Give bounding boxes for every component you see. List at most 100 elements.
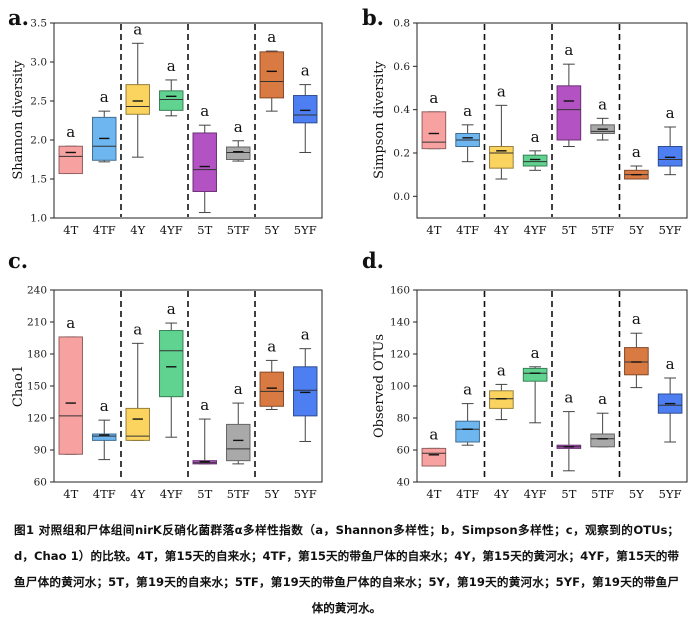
significance-letter: a: [234, 380, 243, 398]
y-tick-label: 0.8: [393, 18, 410, 30]
y-tick-label: 3.0: [30, 57, 47, 69]
y-tick-label: 60: [397, 445, 410, 457]
box-4TF: a 4TF: [92, 88, 117, 237]
x-tick-label: 5Y: [264, 487, 279, 501]
box-body: [293, 366, 318, 417]
significance-letter: a: [598, 390, 607, 408]
y-tick-label: 2.0: [30, 135, 47, 147]
y-tick-label: 150: [27, 381, 47, 393]
box-4T: a 4T: [58, 123, 83, 237]
box-4Y: a 4Y: [489, 361, 514, 501]
significance-letter: a: [301, 326, 310, 344]
panel-label: b.: [362, 5, 384, 30]
significance-letter: a: [666, 355, 675, 373]
significance-letter: a: [632, 310, 641, 328]
significance-letter: a: [66, 123, 75, 141]
box-5Y: a 5Y: [259, 337, 284, 501]
x-tick-label: 5Y: [629, 223, 644, 237]
x-tick-label: 4T: [426, 487, 441, 501]
x-tick-label: 4T: [63, 223, 78, 237]
panel-label: d.: [362, 248, 384, 273]
significance-letter: a: [666, 104, 675, 122]
box-body: [92, 433, 117, 441]
box-4Y: a 4Y: [125, 320, 150, 501]
significance-letter: a: [632, 143, 641, 161]
figure-caption: 图1 对照组和尸体组间nirK反硝化菌群落α多样性指数（a，Shannon多样性…: [14, 523, 679, 615]
box-4TF: a 4TF: [92, 397, 117, 501]
y-tick-label: 40: [397, 477, 410, 489]
y-tick-label: 3.5: [30, 18, 47, 30]
box-body: [489, 146, 514, 169]
box-5YF: a 5YF: [293, 62, 318, 237]
x-tick-label: 4T: [426, 223, 441, 237]
box-4Y: a 4Y: [125, 20, 150, 237]
box-5TF: a 5TF: [226, 118, 251, 237]
box-4YF: a 4YF: [159, 300, 184, 501]
box-5T: a 5T: [192, 396, 217, 501]
significance-letter: a: [301, 62, 310, 80]
significance-letter: a: [200, 396, 209, 414]
x-tick-label: 5TF: [227, 487, 250, 501]
x-tick-label: 4Y: [130, 223, 145, 237]
box-5YF: a 5YF: [657, 104, 683, 237]
box-body: [421, 111, 447, 150]
significance-letter: a: [133, 20, 142, 38]
y-tick-label: 0.6: [393, 61, 410, 73]
box-body: [556, 85, 582, 141]
y-tick-label: 0.0: [393, 191, 410, 203]
x-tick-label: 5YF: [659, 223, 682, 237]
panel-d: d. 40 60 80 100 120 140 160 Observed OTUs a 4T a 4TF…: [362, 248, 688, 501]
x-tick-label: 4YF: [160, 487, 183, 501]
significance-letter: a: [429, 89, 438, 107]
panel-c: c. 60 90 120 150 180 210 240 Chao1 a 4T a 4TF a 4Y a 4YF…: [8, 248, 323, 501]
figure-panels: a. 1.0 1.5 2.0 2.5 3.0 3.5 Shannon diversity a 4T…: [8, 5, 688, 501]
y-axis-label: Shannon diversity: [11, 60, 26, 180]
x-tick-label: 4Y: [130, 487, 145, 501]
y-tick-label: 160: [390, 285, 410, 297]
plot-frame: [53, 22, 323, 219]
box-body: [421, 447, 447, 467]
y-tick-label: 0.4: [393, 104, 410, 116]
panel-a: a. 1.0 1.5 2.0 2.5 3.0 3.5 Shannon diversity a 4T…: [8, 5, 323, 237]
significance-letter: a: [497, 361, 506, 379]
significance-letter: a: [133, 320, 142, 338]
significance-letter: a: [167, 300, 176, 318]
significance-letter: a: [497, 82, 506, 100]
y-tick-label: 2.5: [30, 96, 47, 108]
box-5YF: a 5YF: [293, 326, 318, 501]
box-4T: a 4T: [421, 425, 447, 501]
box-body: [293, 95, 318, 124]
box-body: [522, 154, 548, 167]
x-tick-label: 4Y: [494, 223, 509, 237]
x-tick-label: 5Y: [264, 223, 279, 237]
y-tick-label: 0.2: [393, 148, 410, 160]
box-body: [489, 390, 514, 409]
box-body: [259, 371, 284, 407]
x-tick-label: 5YF: [294, 487, 317, 501]
significance-letter: a: [463, 102, 472, 120]
box-5TF: a 5TF: [226, 380, 251, 501]
box-4YF: a 4YF: [159, 57, 184, 237]
x-tick-label: 5TF: [591, 223, 614, 237]
significance-letter: a: [267, 337, 276, 355]
box-body: [590, 433, 615, 448]
box-5TF: a 5TF: [590, 95, 615, 237]
y-axis-label: Observed OTUs: [372, 334, 387, 438]
box-body: [58, 145, 83, 175]
x-tick-label: 5T: [561, 487, 576, 501]
box-4T: a 4T: [58, 314, 83, 501]
x-tick-label: 5T: [197, 223, 212, 237]
x-tick-label: 4YF: [160, 223, 183, 237]
y-tick-label: 140: [390, 317, 410, 329]
x-tick-label: 4TF: [93, 487, 116, 501]
x-tick-label: 4Y: [494, 487, 509, 501]
y-axis-label: Simpson diversity: [372, 60, 387, 179]
box-4T: a 4T: [421, 89, 447, 237]
significance-letter: a: [234, 118, 243, 136]
x-tick-label: 5TF: [591, 487, 614, 501]
y-axis-label: Chao1: [11, 365, 26, 407]
box-body: [657, 146, 683, 167]
box-body: [192, 132, 217, 192]
significance-letter: a: [100, 397, 109, 415]
x-tick-label: 4YF: [524, 487, 547, 501]
